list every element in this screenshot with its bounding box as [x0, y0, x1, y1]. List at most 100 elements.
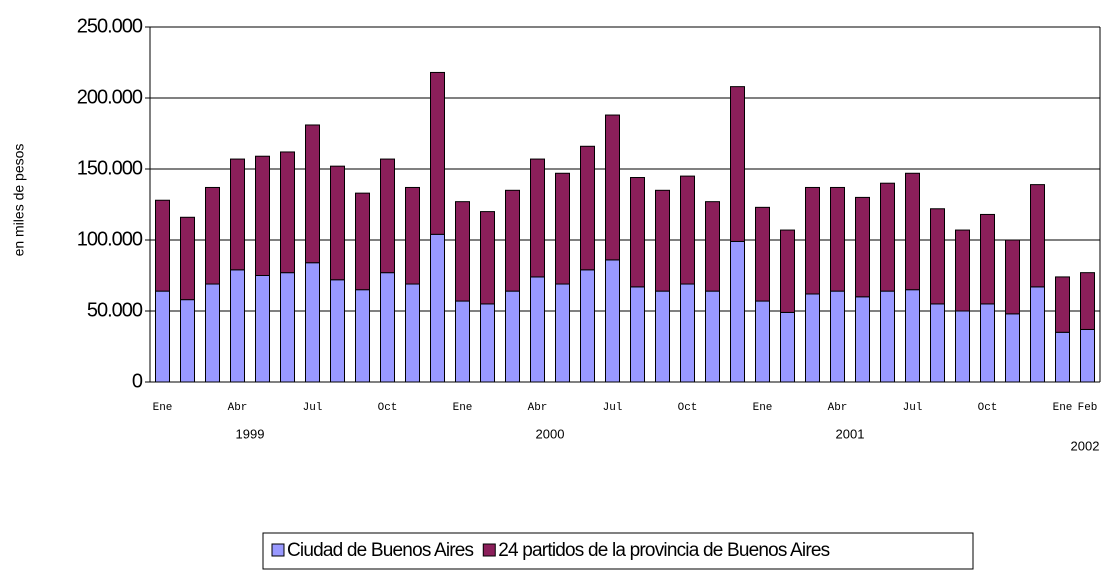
y-tick-label: 0	[132, 370, 143, 392]
bar-segment	[230, 269, 245, 383]
bar-segment	[755, 300, 770, 383]
bar-segment	[755, 206, 770, 302]
x-tick-label: Jul	[603, 402, 623, 414]
bar-segment	[830, 290, 845, 383]
bar-segment	[380, 272, 395, 383]
bar-segment	[330, 279, 345, 383]
legend-box	[262, 532, 974, 570]
bar-segment	[230, 158, 245, 271]
bar-segment	[205, 186, 220, 285]
bar-segment	[955, 229, 970, 312]
bar-segment	[930, 208, 945, 305]
bar-segment	[355, 192, 370, 291]
bar-segment	[455, 300, 470, 383]
bar-segment	[1005, 313, 1020, 383]
bar-segment	[155, 199, 170, 292]
x-tick-label: Oct	[678, 402, 698, 414]
bar-segment	[980, 303, 995, 383]
bar-segment	[255, 155, 270, 276]
bar-segment	[180, 216, 195, 301]
bar-segment	[205, 283, 220, 383]
x-tick-label: Jul	[303, 402, 323, 414]
bar-segment	[1080, 328, 1095, 383]
y-tick-label: 150.000	[77, 157, 143, 179]
bar-segment	[405, 186, 420, 285]
bar-segment	[1055, 331, 1070, 383]
bar-segment	[780, 311, 795, 383]
bar-segment	[330, 165, 345, 281]
bar-segment	[655, 189, 670, 292]
bar-segment	[705, 290, 720, 383]
bar-segment	[905, 172, 920, 291]
y-tick-label: 50.000	[87, 299, 143, 321]
bar-segment	[630, 177, 645, 288]
bar-segment	[355, 289, 370, 383]
x-tick-label: Abr	[828, 402, 848, 414]
bar-segment	[180, 299, 195, 383]
bar-segment	[1080, 272, 1095, 330]
bar-segment	[280, 272, 295, 383]
x-tick-label: Abr	[228, 402, 248, 414]
bar-segment	[605, 114, 620, 261]
x-tick-label: Oct	[378, 402, 398, 414]
bar-segment	[980, 213, 995, 305]
bar-segment	[730, 86, 745, 242]
bar-segment	[305, 124, 320, 264]
year-label: 2001	[836, 426, 865, 441]
bar-segment	[555, 283, 570, 383]
x-tick-label: Oct	[978, 402, 998, 414]
x-tick-label: Ene	[1053, 402, 1073, 414]
bar-segment	[880, 182, 895, 292]
bar-segment	[380, 158, 395, 274]
bar-segment	[930, 303, 945, 383]
bar-segment	[280, 151, 295, 274]
bar-segment	[555, 172, 570, 285]
y-tick-label: 250.000	[77, 15, 143, 37]
x-tick-label: Ene	[153, 402, 173, 414]
bar-segment	[530, 276, 545, 383]
bar-segment	[1055, 276, 1070, 333]
bar-segment	[155, 290, 170, 383]
x-tick-label: Ene	[453, 402, 473, 414]
bar-segment	[530, 158, 545, 278]
bar-segment	[680, 175, 695, 285]
bar-segment	[505, 189, 520, 292]
bar-segment	[1030, 184, 1045, 288]
bar-segment	[455, 201, 470, 302]
bar-segment	[805, 293, 820, 383]
bar-segment	[730, 240, 745, 383]
x-tick-label: Feb	[1078, 402, 1098, 414]
bar-segment	[605, 259, 620, 383]
bar-segment	[580, 145, 595, 271]
bar-segment	[705, 201, 720, 292]
legend-label: 24 partidos de la provincia de Buenos Ai…	[498, 540, 829, 561]
x-tick-label: Jul	[903, 402, 923, 414]
year-label: 1999	[236, 426, 265, 441]
bar-segment	[1030, 286, 1045, 383]
y-axis-label: en miles de pesos	[11, 144, 27, 257]
year-label: 2000	[536, 426, 565, 441]
bar-segment	[305, 262, 320, 383]
year-label: 2002	[1071, 438, 1100, 453]
bar-segment	[430, 233, 445, 383]
bar-segment	[480, 211, 495, 305]
y-tick-label: 200.000	[77, 86, 143, 108]
bar-segment	[655, 290, 670, 383]
bar-segment	[855, 296, 870, 383]
bar-segment	[880, 290, 895, 383]
legend-label: Ciudad de Buenos Aires	[287, 540, 474, 561]
bar-segment	[805, 186, 820, 295]
bar-segment	[830, 186, 845, 292]
bar-segment	[905, 289, 920, 383]
bar-segment	[1005, 239, 1020, 315]
bar-segment	[405, 283, 420, 383]
bar-segment	[255, 275, 270, 383]
bar-segment	[680, 283, 695, 383]
bar-segment	[505, 290, 520, 383]
bar-segment	[780, 229, 795, 313]
legend-swatch	[482, 543, 496, 557]
x-tick-label: Abr	[528, 402, 548, 414]
bar-segment	[580, 269, 595, 383]
x-tick-label: Ene	[753, 402, 773, 414]
